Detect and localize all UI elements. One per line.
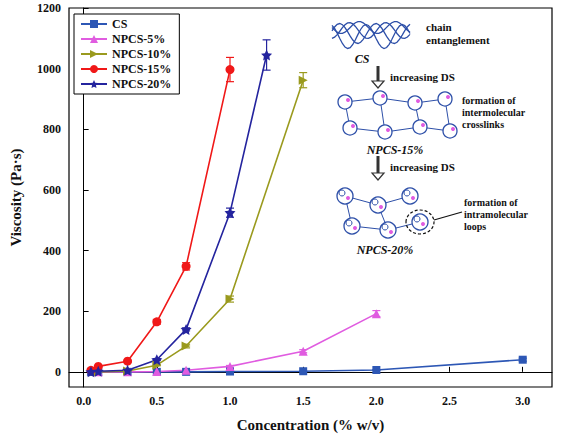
svg-text:intermolecular: intermolecular: [462, 107, 526, 118]
svg-text:2.5: 2.5: [442, 394, 457, 408]
svg-text:3.0: 3.0: [515, 394, 530, 408]
svg-text:1.0: 1.0: [223, 394, 238, 408]
svg-text:0.0: 0.0: [76, 394, 91, 408]
svg-text:entanglement: entanglement: [426, 34, 490, 46]
svg-text:1000: 1000: [37, 62, 61, 76]
svg-text:1200: 1200: [37, 1, 61, 15]
svg-text:CS: CS: [112, 17, 128, 31]
svg-text:NPCS-20%: NPCS-20%: [112, 77, 171, 91]
svg-text:200: 200: [43, 304, 61, 318]
svg-text:2.0: 2.0: [369, 394, 384, 408]
svg-text:NPCS-5%: NPCS-5%: [112, 32, 165, 46]
svg-text:crosslinks: crosslinks: [462, 119, 504, 130]
svg-text:NPCS-15%: NPCS-15%: [112, 62, 171, 76]
svg-text:formation of: formation of: [462, 95, 516, 106]
svg-text:NPCS-20%: NPCS-20%: [356, 243, 414, 257]
svg-text:Concentration (% w/v): Concentration (% w/v): [237, 417, 384, 434]
svg-text:CS: CS: [355, 52, 370, 66]
svg-text:Viscosity (Pa·s): Viscosity (Pa·s): [8, 148, 25, 246]
svg-text:formation of: formation of: [464, 197, 518, 208]
svg-text:600: 600: [43, 183, 61, 197]
svg-text:400: 400: [43, 244, 61, 258]
svg-text:0: 0: [55, 365, 61, 379]
svg-text:NPCS-10%: NPCS-10%: [112, 47, 171, 61]
svg-text:NPCS-15%: NPCS-15%: [366, 143, 424, 157]
svg-text:intramolecular: intramolecular: [464, 209, 528, 220]
svg-text:increasing DS: increasing DS: [390, 71, 455, 83]
svg-text:increasing DS: increasing DS: [390, 161, 455, 173]
svg-text:0.5: 0.5: [149, 394, 164, 408]
svg-text:chain: chain: [426, 21, 452, 33]
svg-text:1.5: 1.5: [296, 394, 311, 408]
svg-text:800: 800: [43, 122, 61, 136]
svg-text:loops: loops: [464, 221, 486, 232]
